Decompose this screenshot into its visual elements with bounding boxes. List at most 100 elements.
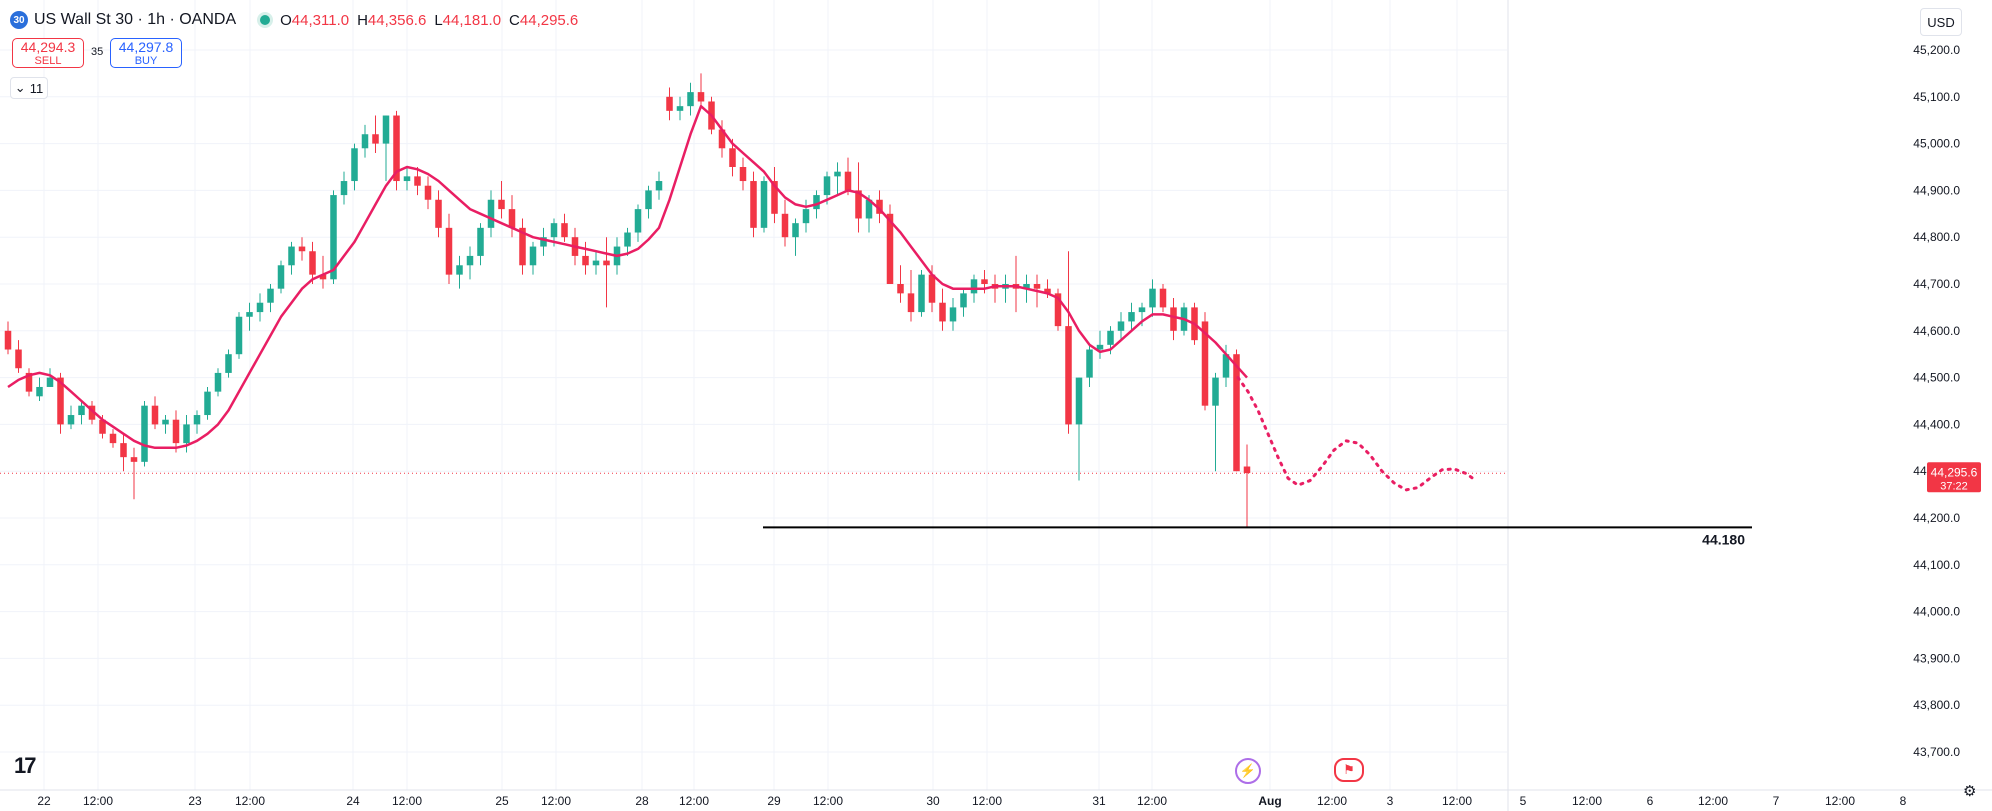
time-tick-label: 12:00 xyxy=(679,794,709,808)
candle-body xyxy=(645,190,652,210)
candle-body xyxy=(67,415,75,425)
candle-body xyxy=(487,199,495,228)
candle-body xyxy=(508,209,516,228)
time-tick-label: 7 xyxy=(1773,794,1780,808)
candle-body xyxy=(739,167,747,182)
candle-body xyxy=(57,377,64,425)
sell-label: SELL xyxy=(34,55,62,67)
price-axis: 45,200.0 45,100.0 45,000.0 44,900.0 44,800.0… xyxy=(1507,0,1960,811)
currency-button[interactable]: USD xyxy=(1920,8,1962,36)
time-tick-label: 12:00 xyxy=(83,794,113,808)
candle-body xyxy=(687,92,694,107)
candle-body xyxy=(435,199,442,228)
symbol-badge[interactable]: 30 xyxy=(10,11,28,29)
candle-body xyxy=(15,349,22,369)
candle-body xyxy=(477,227,484,256)
candle-body xyxy=(382,115,390,144)
candle-body xyxy=(697,92,705,102)
bar-countdown: 37:22 xyxy=(1940,480,1968,492)
ohlc-high: H44,356.6 xyxy=(357,11,427,29)
candle-body xyxy=(256,302,264,313)
candle-body xyxy=(424,185,432,200)
candle-body xyxy=(1086,349,1093,378)
chart-header: 30 US Wall St 30 · 1h · OANDA O44,311.0 … xyxy=(10,6,586,34)
candle-body xyxy=(141,405,148,462)
candle-body xyxy=(1065,326,1072,425)
candle-body xyxy=(25,372,33,392)
candle-body xyxy=(960,293,967,308)
candle-body xyxy=(162,419,169,425)
candle-body xyxy=(792,223,799,238)
candle-body xyxy=(36,386,43,397)
candle-body xyxy=(498,199,505,210)
support-level: 44.180 xyxy=(763,526,1752,547)
candle-body xyxy=(372,134,379,144)
candle-body xyxy=(298,246,306,252)
candle-body xyxy=(1117,321,1125,331)
time-tick-label: 22 xyxy=(37,794,51,808)
time-tick-label: 12:00 xyxy=(541,794,571,808)
lightning-event-icon[interactable]: ⚡ xyxy=(1235,758,1261,784)
candle-body xyxy=(193,415,201,425)
moving-average-line xyxy=(7,104,1248,450)
candle-body xyxy=(183,424,190,444)
candle-body xyxy=(886,213,894,284)
candle-body xyxy=(655,181,663,191)
price-tick-label: 44,800.0 xyxy=(1913,230,1960,244)
candle-body xyxy=(78,405,85,416)
time-tick-label: 12:00 xyxy=(972,794,1002,808)
candle-body xyxy=(288,246,295,266)
price-tick-label: 45,200.0 xyxy=(1913,43,1960,57)
candle-body xyxy=(414,176,421,186)
gear-icon[interactable]: ⚙ xyxy=(1963,783,1977,800)
indicators-toggle[interactable]: ⌄ 11 xyxy=(10,77,48,99)
candle-body xyxy=(1170,307,1177,331)
time-tick-label: 12:00 xyxy=(235,794,265,808)
candle-body xyxy=(120,443,127,458)
time-tick-label: 12:00 xyxy=(1442,794,1472,808)
time-tick-label: 12:00 xyxy=(813,794,843,808)
candle-body xyxy=(1222,354,1230,378)
time-tick-label: 6 xyxy=(1647,794,1654,808)
price-tick-label: 44,900.0 xyxy=(1913,183,1960,197)
time-tick-label: 23 xyxy=(188,794,202,808)
tradingview-logo-icon[interactable]: 17 xyxy=(14,753,37,778)
candle-body xyxy=(592,260,600,266)
chart-grid xyxy=(0,0,1507,790)
candle-body xyxy=(1096,344,1104,350)
candle-body xyxy=(529,246,537,266)
time-tick-label: 12:00 xyxy=(1317,794,1347,808)
candle-body xyxy=(561,223,568,238)
candle-body xyxy=(235,316,243,355)
us-flag-event-icon[interactable]: ⚑ xyxy=(1334,758,1364,782)
candle-body xyxy=(456,265,463,275)
support-label: 44.180 xyxy=(1702,531,1745,547)
time-tick-label: 12:00 xyxy=(1825,794,1855,808)
candle-body xyxy=(330,195,337,280)
buy-button[interactable]: 44,297.8 BUY xyxy=(110,38,182,68)
last-price-line: 44,295.637:22 xyxy=(0,462,1981,493)
price-tick-label: 45,100.0 xyxy=(1913,90,1960,104)
candle-body xyxy=(855,190,862,219)
sell-button[interactable]: 44,294.3 SELL xyxy=(12,38,84,68)
candle-body xyxy=(519,227,526,266)
candle-body xyxy=(718,129,726,149)
time-tick-label: 12:00 xyxy=(1698,794,1728,808)
candle-body xyxy=(246,312,253,317)
projection-dotted-line xyxy=(1236,376,1478,492)
close-value: 44,295.6 xyxy=(519,11,579,29)
candle-body xyxy=(351,148,358,182)
price-tick-label: 44,400.0 xyxy=(1913,417,1960,431)
candle-body xyxy=(151,405,159,425)
candle-body xyxy=(130,457,138,462)
candle-body xyxy=(813,195,820,210)
ohlc-open: O44,311.0 xyxy=(280,11,350,29)
symbol-title[interactable]: US Wall St 30 · 1h · OANDA xyxy=(34,11,237,28)
candle-body xyxy=(1233,354,1240,472)
price-tick-label: 44,700.0 xyxy=(1913,277,1960,291)
price-tick-label: 44,500.0 xyxy=(1913,371,1960,385)
candle-body xyxy=(750,181,757,228)
spread-value: 35 xyxy=(91,46,104,58)
time-axis: 22 12:00 23 12:00 24 12:00 25 12:00 28 12:00 29 12:… xyxy=(0,789,1992,808)
